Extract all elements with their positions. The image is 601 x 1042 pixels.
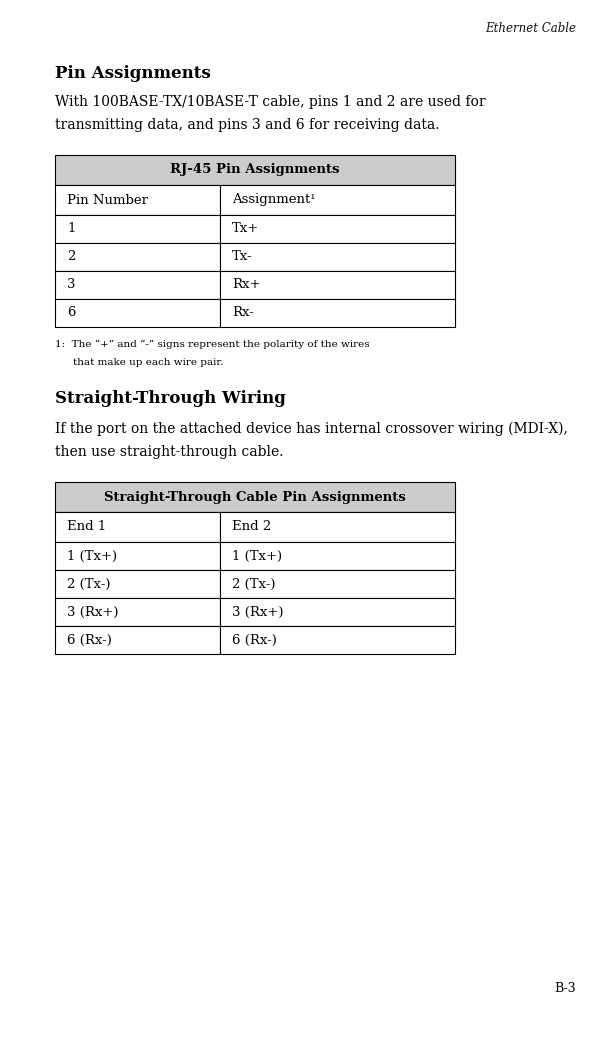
Text: With 100BASE-TX/10BASE-T cable, pins 1 and 2 are used for: With 100BASE-TX/10BASE-T cable, pins 1 a… [55,95,486,109]
Bar [220,570,455,598]
Text: Pin Assignments: Pin Assignments [55,65,211,82]
Text: 2 (Tx-): 2 (Tx-) [67,577,111,591]
Text: transmitting data, and pins 3 and 6 for receiving data.: transmitting data, and pins 3 and 6 for … [55,118,439,132]
Text: RJ-45 Pin Assignments: RJ-45 Pin Assignments [170,164,340,176]
Bar [220,299,455,327]
Bar [55,598,220,626]
Text: Tx-: Tx- [232,250,252,264]
Text: Rx+: Rx+ [232,278,260,292]
Text: Tx+: Tx+ [232,223,259,235]
Text: Assignment¹: Assignment¹ [232,194,316,206]
Text: that make up each wire pair.: that make up each wire pair. [73,358,224,367]
Text: B-3: B-3 [554,982,576,995]
Bar [220,215,455,243]
Bar [55,512,220,542]
Bar [55,299,220,327]
Bar [220,243,455,271]
Text: 6 (Rx-): 6 (Rx-) [232,634,277,646]
Bar [220,185,455,215]
Text: 1:  The “+” and “-” signs represent the polarity of the wires: 1: The “+” and “-” signs represent the p… [55,340,370,349]
Bar [220,598,455,626]
Text: Pin Number: Pin Number [67,194,148,206]
Bar [55,271,220,299]
Text: Straight-Through Cable Pin Assignments: Straight-Through Cable Pin Assignments [104,491,406,503]
Text: 3: 3 [67,278,76,292]
Bar [220,271,455,299]
Text: 6 (Rx-): 6 (Rx-) [67,634,112,646]
Bar [55,155,455,185]
Text: 3 (Rx+): 3 (Rx+) [67,605,118,619]
Bar [55,482,455,512]
Bar [55,570,220,598]
Text: Straight-Through Wiring: Straight-Through Wiring [55,390,286,407]
Text: 1: 1 [67,223,75,235]
Text: 2 (Tx-): 2 (Tx-) [232,577,275,591]
Text: 1 (Tx+): 1 (Tx+) [67,549,117,563]
Text: Ethernet Cable: Ethernet Cable [485,22,576,35]
Bar [55,243,220,271]
Text: Rx-: Rx- [232,306,254,320]
Bar [220,626,455,654]
Text: then use straight-through cable.: then use straight-through cable. [55,445,284,458]
Bar [55,542,220,570]
Text: End 2: End 2 [232,521,271,534]
Text: If the port on the attached device has internal crossover wiring (MDI-X),: If the port on the attached device has i… [55,422,568,437]
Bar [220,512,455,542]
Text: 3 (Rx+): 3 (Rx+) [232,605,284,619]
Bar [55,215,220,243]
Bar [220,542,455,570]
Text: End 1: End 1 [67,521,106,534]
Text: 2: 2 [67,250,75,264]
Bar [55,185,220,215]
Bar [55,626,220,654]
Text: 1 (Tx+): 1 (Tx+) [232,549,282,563]
Text: 6: 6 [67,306,76,320]
